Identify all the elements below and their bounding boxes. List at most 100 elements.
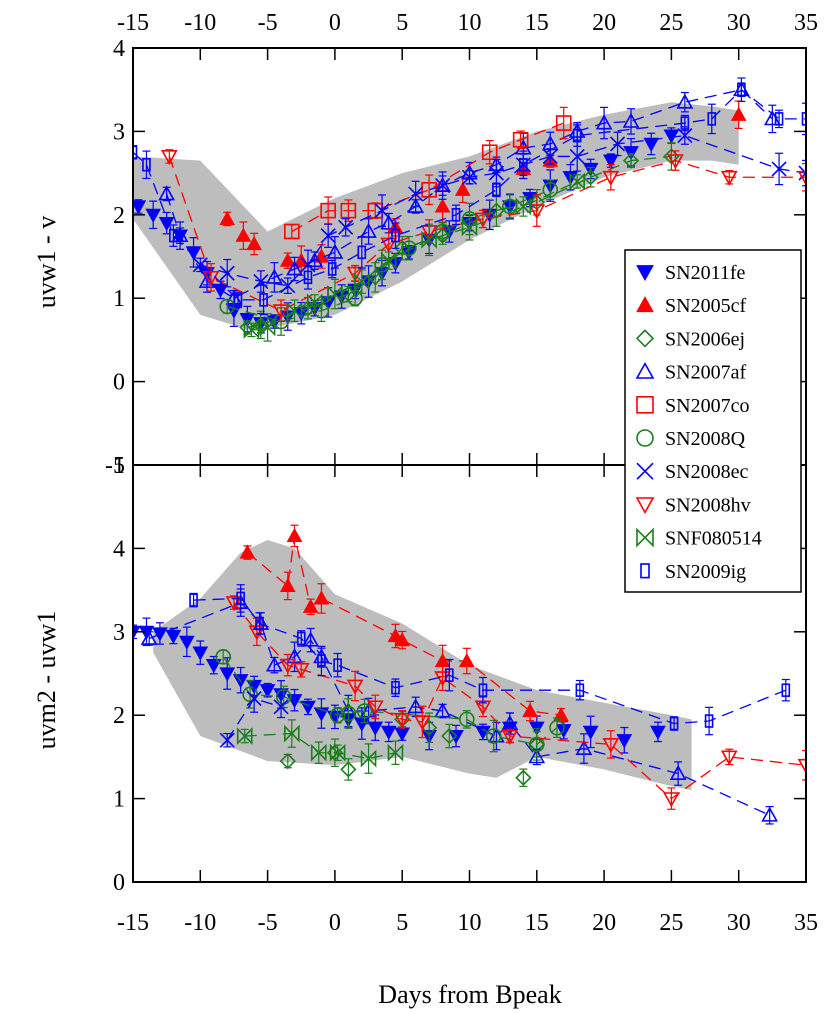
data-point-SN2006ej [441, 727, 458, 745]
data-point-SN2008ec [677, 128, 693, 144]
data-point-SN2008ec [771, 161, 787, 177]
data-point-SNF080514 [310, 743, 327, 762]
bottom-x-tick-label: -5 [258, 910, 278, 936]
bottom-y-tick-label: 5 [113, 453, 125, 479]
data-point-SN2008Q [485, 728, 502, 744]
data-point-SN2007af [302, 631, 320, 647]
legend-item-SN2008hv: SN2008hv [635, 494, 751, 516]
bottom-x-tick-label: 15 [525, 910, 549, 936]
legend-item-SN2005cf: SN2005cf [636, 295, 746, 317]
bottom-x-tick-label: 35 [794, 910, 818, 936]
series-SN2008Q [215, 649, 565, 758]
data-point-SN2008Q [542, 181, 559, 198]
data-point-SN2008ec [300, 257, 316, 273]
data-point-SN2011fe [178, 635, 195, 650]
data-point-SN2009ig [492, 183, 501, 197]
data-point-SN2007af [676, 93, 694, 109]
data-point-SN2009ig [445, 668, 454, 682]
data-point-SN2007af [360, 222, 377, 238]
data-point-SN2007af [669, 764, 687, 780]
data-point-SN2008hv [346, 266, 364, 282]
bottom-x-tick-label: -15 [117, 910, 149, 936]
data-point-SN2011fe [650, 725, 666, 740]
top-x-tick-label: 35 [794, 10, 818, 36]
data-point-SN2008hv [202, 270, 220, 286]
legend-marker-SN2009ig [640, 563, 650, 579]
data-point-SN2007af [434, 702, 451, 718]
legend-label: SN2008ec [665, 461, 748, 483]
data-point-SN2008ec [569, 148, 585, 164]
data-point-SNF080514 [327, 285, 343, 303]
legend-marker-SN2007af [635, 361, 655, 379]
top-plot-area [133, 77, 806, 342]
data-point-SN2005cf [394, 632, 411, 647]
legend-label: SN2007af [665, 362, 746, 384]
data-point-SN2009ig [236, 591, 245, 606]
data-point-SN2009ig [680, 116, 690, 130]
data-point-SN2008hv [720, 750, 738, 766]
data-point-SNF080514 [569, 172, 585, 191]
data-point-SN2005cf [302, 598, 319, 613]
data-point-SN2008hv [279, 658, 297, 674]
legend-box [624, 249, 802, 593]
legend-label: SNF080514 [665, 528, 762, 550]
data-point-SN2007af [158, 185, 176, 201]
data-point-SNF080514 [243, 320, 260, 339]
data-point-SN2008ec [374, 203, 390, 219]
data-point-SN2009ig [357, 245, 367, 260]
bottom-x-tick-label: 20 [592, 910, 616, 936]
data-point-SN2009ig [327, 262, 337, 276]
data-point-SN2005cf [293, 252, 310, 267]
data-point-SN2011fe [616, 734, 633, 749]
series-line-SNF080514 [244, 732, 396, 760]
data-point-SN2009ig [451, 208, 461, 222]
data-point-SN2007af [286, 260, 303, 276]
legend-item-SN2007af: SN2007af [635, 361, 746, 384]
data-point-SN2005cf [279, 252, 296, 267]
data-point-SN2009ig [572, 128, 582, 143]
data-point-SN2005cf [235, 227, 252, 242]
series-SNF080514 [243, 172, 585, 342]
data-point-SN2006ej [515, 769, 532, 786]
data-point-SN2011fe [205, 659, 222, 674]
data-point-SN2006ej [622, 152, 640, 169]
data-point-SNF080514 [259, 318, 276, 337]
data-point-SN2009ig [133, 145, 138, 160]
data-point-SN2007af [575, 739, 593, 755]
data-point-SN2008ec [320, 228, 336, 244]
data-point-SN2011fe [643, 137, 660, 152]
data-point-SN2007co [340, 202, 357, 219]
data-point-SN2008hv [248, 625, 266, 641]
data-point-SN2008hv [720, 170, 738, 186]
data-point-SN2008hv [474, 212, 492, 228]
series-line-SN2008Q [222, 656, 558, 746]
legend-marker-SN2007co [636, 395, 654, 414]
bottom-panel [133, 524, 806, 825]
data-point-SNF080514 [329, 743, 346, 762]
data-point-SN2009ig [737, 82, 746, 97]
bottom-y-tick-label: 1 [113, 787, 125, 813]
top-y-tick-label: 4 [113, 36, 125, 62]
data-point-SN2006ej [663, 148, 680, 165]
data-point-SN2008hv [160, 150, 178, 166]
data-point-SN2009ig [189, 593, 198, 607]
data-point-SN2009ig [781, 683, 791, 697]
data-point-SN2006ej [434, 227, 451, 244]
data-point-SN2007af [140, 629, 158, 645]
data-point-SN2009ig [669, 716, 679, 731]
data-point-SN2009ig [317, 654, 326, 668]
bottom-x-tick-label: -10 [184, 910, 216, 936]
data-point-SNF080514 [306, 293, 323, 312]
data-point-SN2009ig [255, 616, 264, 631]
data-point-SN2008hv [272, 304, 290, 320]
axis-labels: uvw1 - v uvm2 - uvw1 Days from Bpeak [32, 216, 562, 1009]
legend-item-SN2006ej: SN2006ej [635, 328, 745, 350]
legend-marker-SN2006ej [635, 329, 655, 348]
top-x-tick-label: 25 [659, 10, 683, 36]
top-ylabel: uvw1 - v [32, 216, 61, 308]
data-point-SNF080514 [387, 743, 404, 762]
data-point-SN2005cf [454, 181, 471, 196]
data-point-SN2008ec [192, 257, 208, 273]
